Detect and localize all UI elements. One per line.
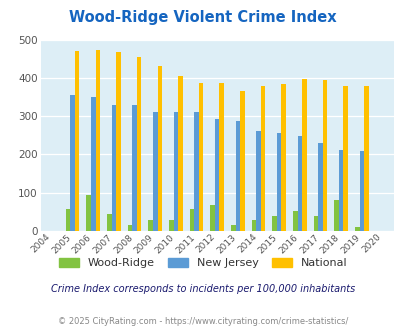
Bar <box>230 225 235 231</box>
Bar <box>214 119 219 231</box>
Bar <box>313 216 318 231</box>
Bar <box>95 50 100 231</box>
Bar <box>86 195 91 231</box>
Bar <box>338 150 343 231</box>
Bar <box>107 214 111 231</box>
Bar <box>116 52 120 231</box>
Bar <box>132 105 136 231</box>
Bar <box>354 227 359 231</box>
Bar <box>251 220 256 231</box>
Bar <box>128 225 132 231</box>
Bar <box>297 136 301 231</box>
Bar <box>359 151 363 231</box>
Bar <box>333 200 338 231</box>
Bar <box>173 112 178 231</box>
Bar <box>235 121 239 231</box>
Bar <box>75 51 79 231</box>
Bar <box>219 83 224 231</box>
Bar <box>276 133 281 231</box>
Bar <box>198 83 203 231</box>
Bar <box>66 209 70 231</box>
Bar <box>91 97 95 231</box>
Bar <box>322 80 326 231</box>
Text: Crime Index corresponds to incidents per 100,000 inhabitants: Crime Index corresponds to incidents per… <box>51 284 354 294</box>
Bar <box>256 131 260 231</box>
Bar <box>178 76 182 231</box>
Bar <box>318 143 322 231</box>
Bar <box>301 79 306 231</box>
Bar <box>157 66 162 231</box>
Text: Wood-Ridge Violent Crime Index: Wood-Ridge Violent Crime Index <box>69 10 336 25</box>
Bar <box>260 86 265 231</box>
Bar <box>153 112 157 231</box>
Bar <box>343 85 347 231</box>
Bar <box>363 86 368 231</box>
Bar <box>70 95 75 231</box>
Bar <box>281 84 285 231</box>
Bar <box>189 209 194 231</box>
Bar <box>111 105 116 231</box>
Bar <box>292 211 297 231</box>
Bar <box>210 205 214 231</box>
Bar <box>239 90 244 231</box>
Bar <box>168 219 173 231</box>
Bar <box>136 57 141 231</box>
Bar <box>148 219 153 231</box>
Bar <box>272 216 276 231</box>
Bar <box>194 112 198 231</box>
Legend: Wood-Ridge, New Jersey, National: Wood-Ridge, New Jersey, National <box>54 253 351 273</box>
Text: © 2025 CityRating.com - https://www.cityrating.com/crime-statistics/: © 2025 CityRating.com - https://www.city… <box>58 317 347 326</box>
